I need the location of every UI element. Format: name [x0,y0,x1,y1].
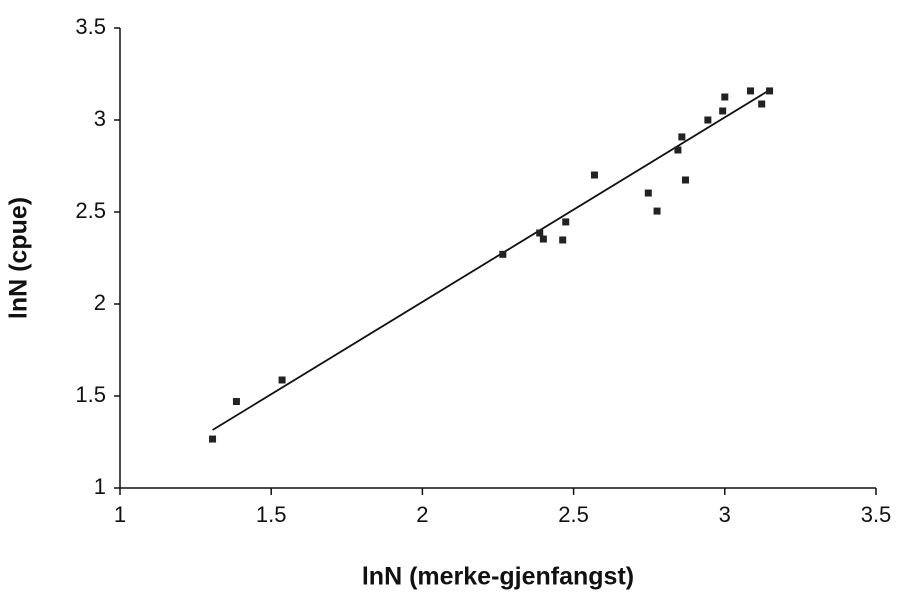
y-tick-label: 2.5 [75,198,106,223]
y-axis-title: lnN (cpue) [5,197,33,319]
point [719,107,727,115]
point [674,146,682,154]
point [278,376,286,384]
point [539,235,547,243]
trend-line [212,89,771,431]
point [499,250,507,258]
x-tick-label: 2.5 [558,502,589,527]
x-axis-title: lnN (merke-gjenfangst) [362,563,634,591]
point [232,398,240,406]
point [758,100,766,108]
y-tick-label: 3.5 [75,14,106,39]
point [721,93,729,101]
point [536,229,544,237]
point [747,87,755,95]
point [562,218,570,226]
point [766,87,774,95]
point [678,133,686,141]
x-tick-label: 2 [416,502,428,527]
point [590,171,598,179]
y-tick-label: 3 [94,106,106,131]
y-tick-label: 2 [94,290,106,315]
point [704,116,712,124]
y-tick-label: 1 [94,474,106,499]
x-tick-label: 1 [114,502,126,527]
point [681,176,689,184]
x-tick-label: 3 [719,502,731,527]
point [644,189,652,197]
point [653,207,661,215]
y-tick-label: 1.5 [75,382,106,407]
point [559,236,567,244]
point [209,435,217,443]
x-tick-label: 3.5 [861,502,892,527]
x-tick-label: 1.5 [256,502,287,527]
